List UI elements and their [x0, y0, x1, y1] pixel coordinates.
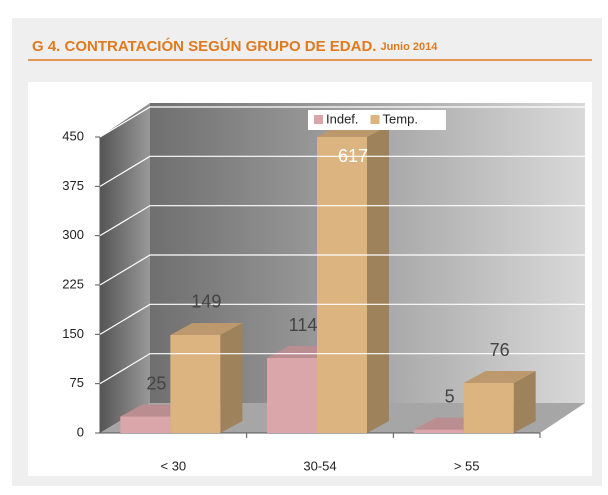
bar-front	[413, 429, 464, 433]
bar	[170, 322, 243, 433]
legend: Indef. Temp.	[308, 110, 446, 130]
side-wall	[100, 103, 150, 433]
x-tick-label: > 55	[454, 458, 480, 473]
subtitle: Junio 2014	[380, 41, 438, 53]
bar-front	[120, 416, 171, 433]
data-label: 5	[445, 386, 455, 406]
bar-front	[463, 383, 514, 433]
bar-side	[367, 125, 389, 433]
y-tick-label: 150	[62, 326, 84, 341]
data-label: 25	[146, 373, 166, 393]
bar-top	[463, 371, 536, 384]
grid-line	[99, 353, 585, 385]
y-tick-label: 375	[62, 178, 84, 193]
data-label: 149	[191, 292, 221, 312]
bar	[317, 125, 389, 433]
data-label: 76	[490, 340, 510, 360]
y-tick-label: 300	[62, 227, 84, 242]
bar-side	[220, 322, 243, 433]
y-tick-label: 225	[62, 276, 84, 291]
bar-front	[170, 334, 221, 433]
legend-label: Temp.	[383, 111, 418, 126]
x-tick-label: < 30	[160, 458, 186, 473]
y-tick-label: 75	[70, 375, 84, 390]
chart-title: G 4. CONTRATACIÓN SEGÚN GRUPO DE EDAD. Ju…	[32, 37, 438, 55]
grid-line	[99, 205, 585, 237]
title-main: G 4. CONTRATACIÓN SEGÚN GRUPO DE EDAD.	[32, 37, 376, 55]
bar-front	[317, 137, 367, 433]
legend-label: Indef.	[326, 111, 359, 126]
legend-swatch	[370, 115, 380, 124]
grid-line	[99, 254, 585, 286]
y-tick-label: 450	[62, 128, 84, 143]
legend-swatch	[314, 115, 323, 124]
grid-line	[99, 106, 585, 138]
bar-side	[513, 371, 536, 433]
x-tick-label: 30-54	[303, 458, 336, 473]
bar	[463, 371, 536, 433]
y-tick-label: 0	[77, 424, 84, 439]
bars	[120, 125, 536, 433]
bar-top	[170, 322, 243, 335]
data-label: 114	[289, 315, 318, 335]
bar-front	[267, 358, 317, 433]
data-label: 617	[338, 146, 368, 166]
grid-line	[99, 303, 585, 335]
grid-line	[99, 155, 585, 187]
